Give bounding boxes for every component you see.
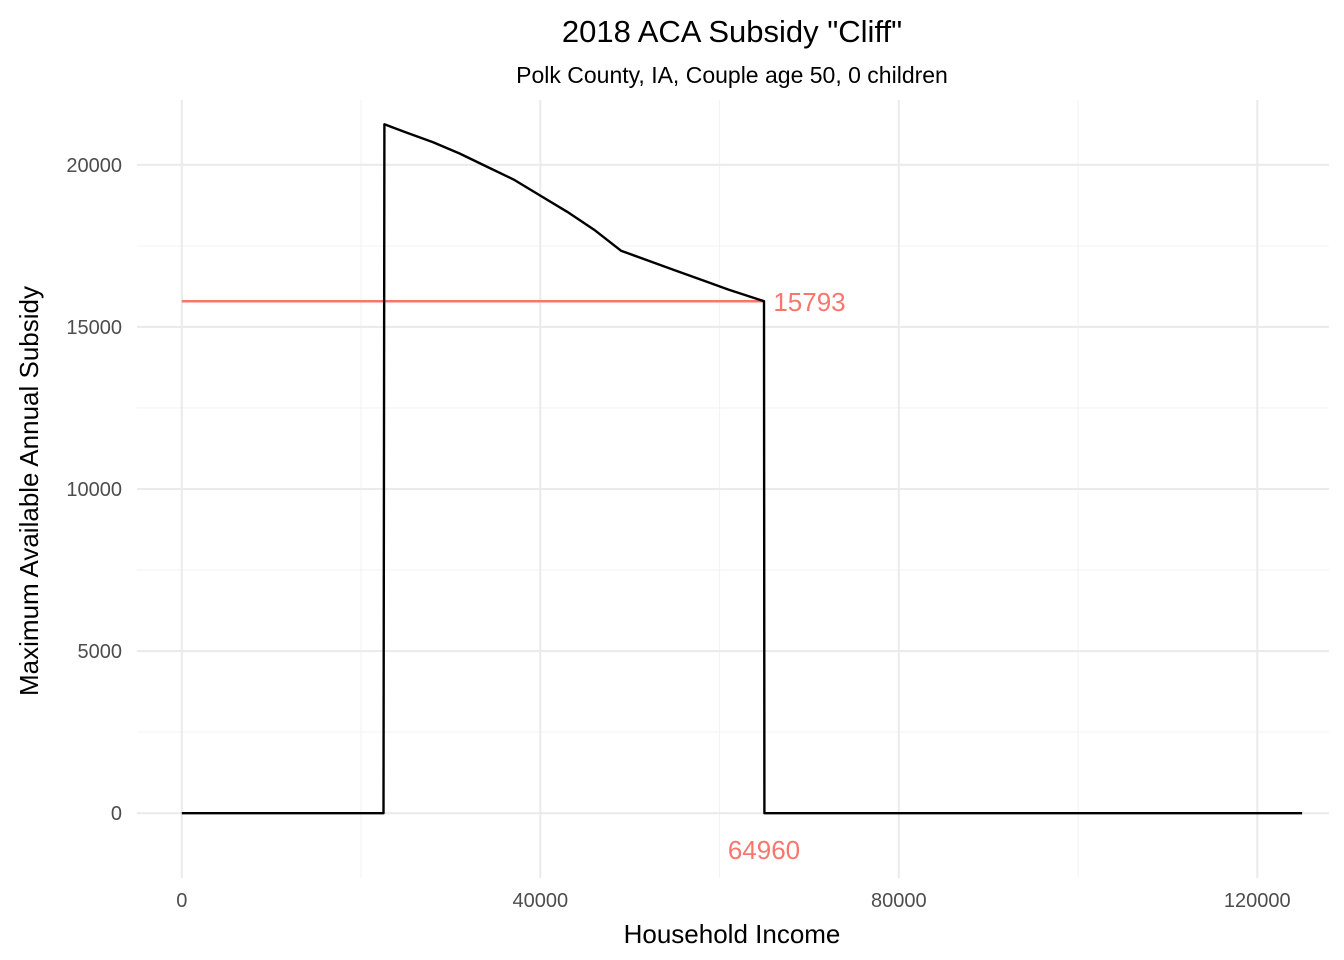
x-tick-label: 80000 <box>871 890 927 912</box>
tick-labels: 0 40000 80000 120000 0 5000 10000 15000 20000 <box>66 155 1290 912</box>
major-gridlines <box>137 100 1329 878</box>
annotation-label: 15793 <box>773 287 845 317</box>
minor-gridlines <box>137 100 1329 878</box>
annotation-layer: 15793 64960 <box>728 287 846 865</box>
y-tick-label: 10000 <box>66 479 122 501</box>
y-tick-label: 5000 <box>78 641 123 663</box>
y-tick-label: 15000 <box>66 317 122 339</box>
y-axis-title: Maximum Available Annual Subsidy <box>14 286 44 696</box>
series-layer <box>181 123 1303 815</box>
chart-subtitle: Polk County, IA, Couple age 50, 0 childr… <box>516 62 948 88</box>
series-line <box>181 123 1303 815</box>
x-tick-label: 40000 <box>512 890 568 912</box>
x-axis-title: Household Income <box>624 919 841 949</box>
annotation-label: 64960 <box>728 835 800 865</box>
y-tick-label: 0 <box>111 803 122 825</box>
x-tick-label: 120000 <box>1224 890 1291 912</box>
y-tick-label: 20000 <box>66 155 122 177</box>
chart-title: 2018 ACA Subsidy "Cliff" <box>562 14 902 49</box>
x-tick-label: 0 <box>176 890 187 912</box>
